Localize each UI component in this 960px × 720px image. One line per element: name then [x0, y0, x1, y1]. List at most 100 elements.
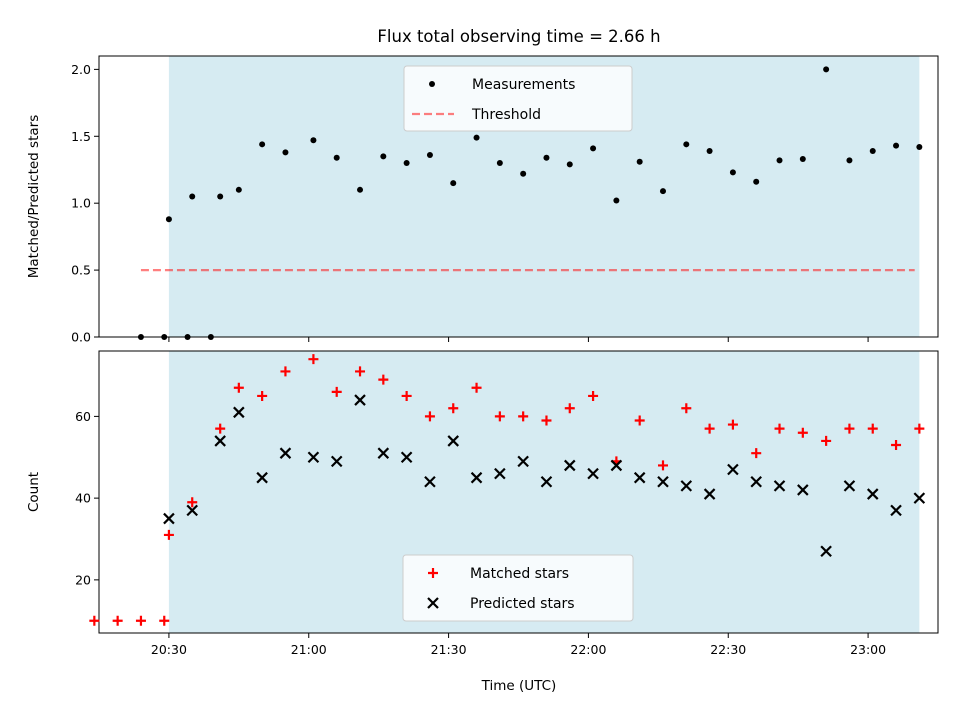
predicted-star-point	[377, 447, 390, 459]
matched-star-point	[564, 403, 575, 414]
measurement-point	[403, 160, 410, 167]
y-tick-label: 40	[75, 491, 91, 506]
matched-star-point	[308, 354, 319, 365]
measurement-point	[450, 180, 457, 187]
matched-star-point-stroke	[518, 411, 529, 422]
measurement-point	[706, 148, 713, 155]
predicted-star-point-stroke	[913, 492, 926, 504]
predicted-star-point	[750, 476, 762, 488]
measurement-point	[659, 188, 666, 195]
ratio-panel: 0.0 0.5 1.0 1.5 2.0 Matched/Predicted stars Me…	[26, 55, 939, 345]
measurement-point	[310, 137, 317, 144]
matched-star-point-stroke	[257, 390, 268, 401]
matched-star-point	[448, 403, 459, 414]
matched-star-point	[867, 423, 878, 434]
y-axis-label: Count	[26, 472, 42, 512]
matched-star-point-stroke	[112, 615, 123, 626]
matched-star-point-stroke	[867, 423, 878, 434]
matched-star-point	[215, 423, 226, 434]
matched-star-point	[634, 415, 645, 426]
measurement-point	[520, 170, 527, 177]
matched-star-point	[159, 615, 170, 626]
predicted-star-point-stroke	[843, 480, 856, 492]
matched-star-point	[751, 448, 762, 459]
matched-star-point	[681, 403, 692, 414]
matched-star-point-stroke	[135, 615, 146, 626]
predicted-star-point	[540, 476, 553, 488]
predicted-star-point-stroke	[750, 476, 762, 488]
predicted-star-point	[703, 488, 716, 500]
predicted-star-point	[773, 480, 786, 492]
matched-star-point	[891, 440, 902, 450]
matched-star-point	[280, 366, 291, 377]
predicted-star-point-stroke	[727, 463, 739, 476]
measurement-point	[823, 66, 830, 73]
matched-star-point	[471, 382, 482, 393]
predicted-star-point-stroke	[633, 471, 646, 484]
matched-star-point	[588, 390, 599, 401]
matched-star-point	[163, 529, 174, 540]
predicted-star-point	[820, 545, 832, 558]
predicted-star-point-stroke	[890, 504, 902, 517]
predicted-star-point-stroke	[680, 480, 693, 492]
legend: Matched stars Predicted stars	[402, 554, 634, 622]
matched-star-point-stroke	[774, 423, 785, 434]
matched-star-point-stroke	[471, 382, 482, 393]
matched-star-point-stroke	[233, 382, 244, 393]
matched-star-point-stroke	[634, 415, 645, 426]
matched-star-point	[401, 390, 412, 401]
matched-star-point	[657, 460, 668, 471]
predicted-star-point-stroke	[657, 476, 669, 488]
measurement-point	[613, 197, 620, 204]
matched-star-point	[797, 427, 808, 438]
matched-star-point	[187, 497, 198, 508]
legend-box	[403, 65, 633, 132]
matched-star-point	[378, 374, 389, 385]
predicted-star-point-stroke	[517, 455, 529, 468]
predicted-star-point	[517, 455, 529, 468]
measurement-point	[753, 178, 760, 185]
matched-star-point	[727, 419, 738, 430]
predicted-star-point-stroke	[447, 435, 460, 447]
legend-label: Predicted stars	[470, 596, 575, 612]
predicted-star-point	[354, 394, 366, 406]
measurement-point	[357, 186, 364, 193]
count-panel: 20 40 60 Count 20:30 21:00 21:30 22:00 22:30 23:0…	[26, 350, 939, 694]
x-tick-label: 20:30	[151, 642, 187, 657]
predicted-star-point	[657, 476, 669, 488]
predicted-stars-series	[163, 394, 926, 558]
matched-star-point	[135, 615, 146, 626]
predicted-star-point-stroke	[186, 504, 198, 517]
predicted-star-point	[680, 480, 693, 492]
measurement-point	[189, 193, 196, 200]
matched-star-point-stroke	[215, 423, 226, 434]
predicted-star-point	[890, 504, 902, 517]
matched-star-point-stroke	[704, 423, 715, 434]
predicted-star-point-stroke	[703, 488, 716, 500]
predicted-star-point	[913, 492, 926, 504]
matched-star-point-stroke	[681, 403, 692, 414]
measurement-point	[217, 193, 224, 200]
predicted-star-point	[843, 480, 856, 492]
measurement-point	[683, 141, 690, 148]
measurement-point	[207, 334, 214, 340]
predicted-star-point-stroke	[563, 459, 576, 472]
predicted-star-point-stroke	[587, 467, 599, 480]
chart-title: Flux total observing time = 2.66 h	[377, 27, 660, 46]
measurement-point	[259, 141, 266, 148]
matched-star-point-stroke	[378, 374, 389, 385]
predicted-star-point-stroke	[400, 451, 413, 464]
y-axis-label: Matched/Predicted stars	[26, 115, 42, 278]
legend-marker-x	[427, 597, 439, 609]
measurement-point	[799, 156, 806, 163]
measurements-series	[137, 66, 923, 340]
predicted-star-point-stroke	[470, 471, 483, 484]
y-tick-label: 60	[75, 409, 91, 424]
matched-star-point-stroke	[424, 411, 435, 422]
predicted-star-point	[866, 488, 879, 500]
legend-label: Matched stars	[470, 566, 569, 582]
legend-label: Threshold	[471, 107, 541, 123]
matched-star-point-stroke	[914, 423, 925, 434]
predicted-star-point-stroke	[233, 406, 245, 419]
